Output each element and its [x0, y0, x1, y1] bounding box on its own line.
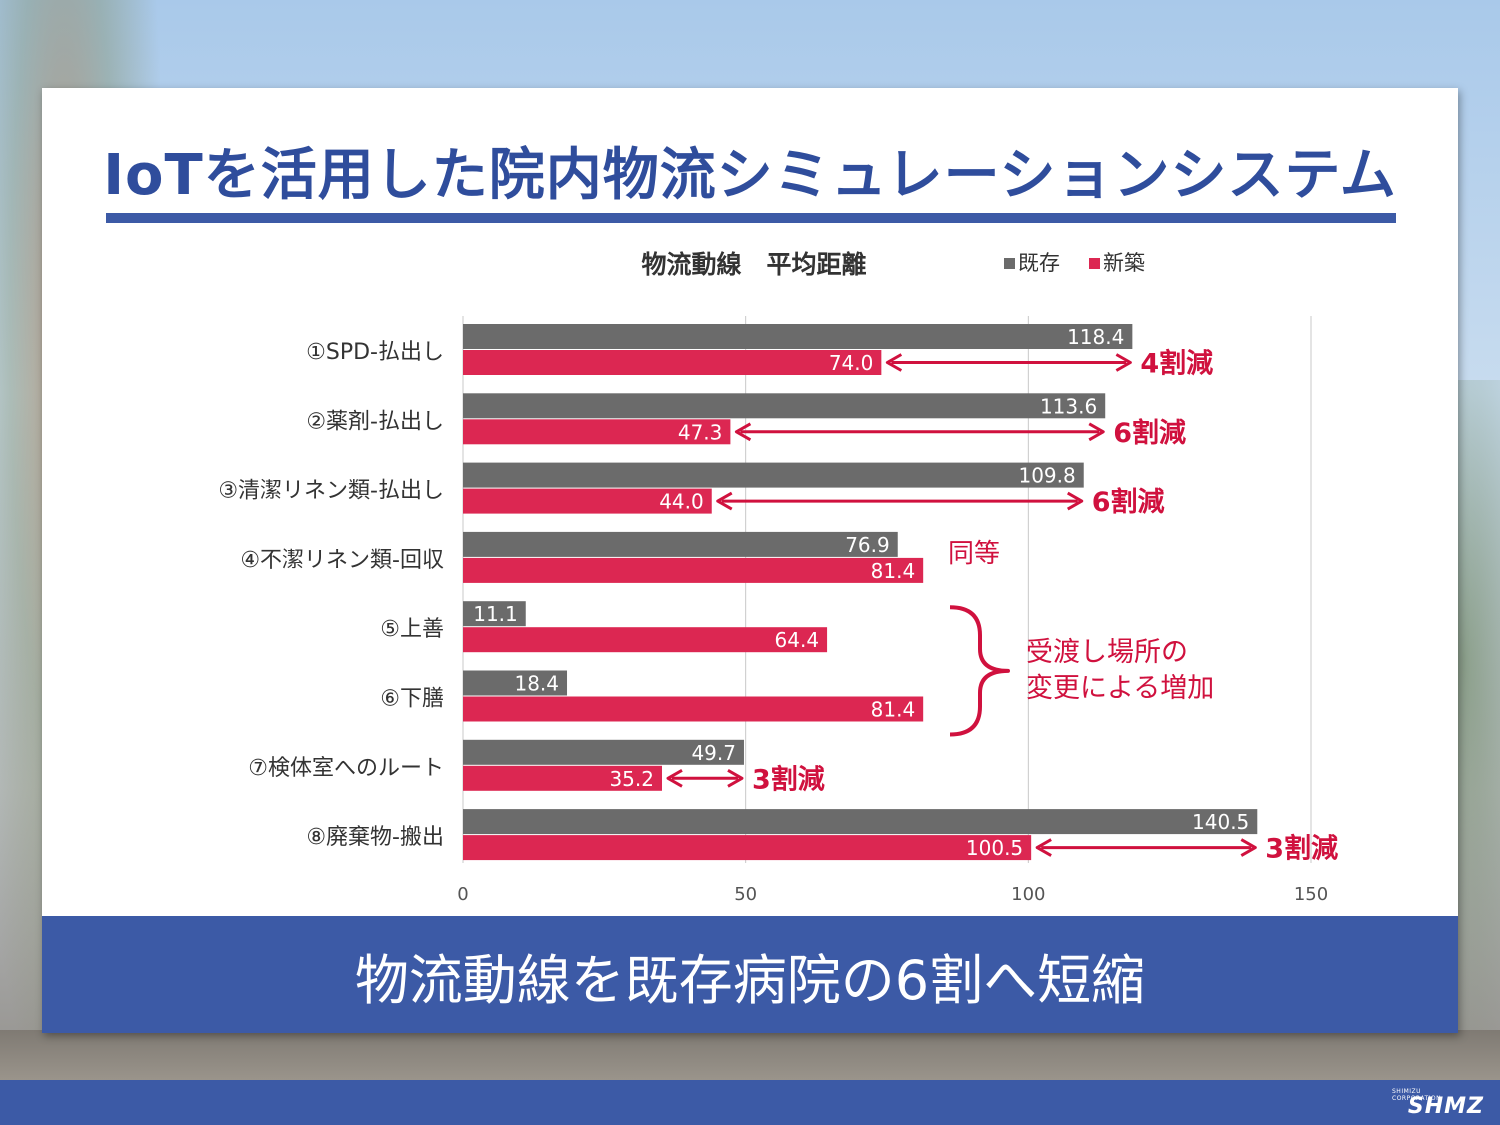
annotation-arrowhead-right-2 [1088, 422, 1105, 442]
annotation-text-4: 同等 [948, 539, 1000, 569]
annotation-arrowhead-left-7 [666, 768, 683, 788]
bar-existing-2 [463, 393, 1106, 419]
data-label-new-1: 74.0 [829, 351, 874, 375]
annotation-arrowhead-left-8 [1035, 838, 1052, 857]
bar-new-1 [463, 350, 882, 375]
bar-existing-8 [463, 809, 1258, 835]
title-underline [106, 213, 1396, 223]
logo-caption: SHIMIZU CORPORATION [1392, 1088, 1442, 1102]
data-label-existing-6: 18.4 [514, 672, 559, 696]
annotation-text-3: 6割減 [1092, 486, 1165, 518]
bar-existing-4 [463, 531, 898, 557]
annotation-arrowhead-right-3 [1066, 491, 1084, 511]
bar-new-3 [463, 488, 712, 514]
category-label-2: ②薬剤-払出し [306, 409, 444, 434]
data-label-existing-5: 11.1 [473, 602, 518, 626]
category-label-8: ⑧廃棄物-搬出 [306, 825, 444, 850]
legend-swatch-existing [1004, 258, 1015, 269]
category-label-7: ⑦検体室へのルート [248, 756, 444, 781]
data-label-new-2: 47.3 [678, 420, 723, 444]
summary-text: 物流動線を既存病院の6割へ短縮 [354, 949, 1146, 1012]
category-label-1: ①SPD-払出し [306, 340, 444, 365]
logo-wordmark: SHMZ [1407, 1094, 1484, 1119]
annotation-arrowhead-left-1 [885, 353, 903, 372]
bar-existing-1 [463, 324, 1133, 349]
slide-panel: IoTを活用した院内物流シミュレーションシステム 物流動線 平均距離 既存 新築 0 5… [42, 88, 1458, 1033]
category-label-3: ③清潔リネン類-払出し [218, 479, 444, 504]
bar-new-8 [463, 835, 1032, 861]
legend-label-new: 新築 [1103, 251, 1145, 275]
x-tick-label-0: 0 [457, 884, 468, 905]
footer-bar [0, 1080, 1500, 1125]
bar-existing-5 [463, 601, 526, 627]
x-tick-label-50: 50 [734, 884, 757, 905]
category-label-4: ④不潔リネン類-回収 [240, 548, 444, 573]
bar-new-7 [463, 765, 662, 791]
bar-new-2 [463, 419, 731, 445]
brace-note-line-1: 受渡し場所の [1026, 637, 1188, 668]
slide-title: IoTを活用した院内物流シミュレーションシステム [103, 143, 1397, 208]
data-label-new-5: 64.4 [775, 628, 820, 652]
data-label-existing-8: 140.5 [1192, 810, 1249, 834]
bar-existing-7 [463, 739, 744, 765]
annotation-arrowhead-right-7 [727, 768, 744, 788]
data-label-existing-2: 113.6 [1040, 394, 1097, 418]
brace-note-line-2: 変更による増加 [1026, 673, 1214, 704]
bar-new-5 [463, 627, 828, 653]
data-label-new-6: 81.4 [871, 698, 916, 722]
distance-bar-chart: 物流動線 平均距離 既存 新築 0 50 100 150 ①SPD-払出し 118.4 74.0 ②… [218, 250, 1338, 905]
annotation-arrowhead-right-1 [1115, 353, 1132, 372]
data-label-existing-4: 76.9 [845, 533, 890, 557]
category-label-5: ⑤上善 [380, 617, 444, 642]
annotation-arrowhead-left-3 [716, 491, 733, 511]
annotation-text-7: 3割減 [752, 763, 825, 795]
annotation-arrowhead-left-2 [734, 422, 752, 442]
bar-new-4 [463, 557, 924, 583]
brace-shape [949, 605, 1010, 737]
data-label-new-4: 81.4 [871, 559, 916, 583]
data-label-existing-1: 118.4 [1067, 325, 1124, 349]
data-label-existing-7: 49.7 [691, 741, 736, 765]
category-label-6: ⑥下膳 [380, 687, 444, 712]
annotation-text-8: 3割減 [1265, 833, 1338, 865]
bar-existing-3 [463, 462, 1084, 488]
annotation-arrowhead-right-8 [1240, 838, 1257, 857]
data-label-new-3: 44.0 [659, 490, 704, 514]
legend-label-existing: 既存 [1018, 251, 1060, 275]
x-tick-label-150: 150 [1294, 884, 1328, 905]
bar-new-6 [463, 696, 924, 722]
x-tick-label-100: 100 [1011, 884, 1045, 905]
data-label-new-8: 100.5 [966, 836, 1023, 860]
bar-existing-6 [463, 670, 568, 696]
legend-swatch-new [1089, 258, 1100, 269]
summary-band: 物流動線を既存病院の6割へ短縮 [42, 916, 1458, 1033]
background-ground [0, 1030, 1500, 1080]
chart-title: 物流動線 平均距離 [641, 250, 866, 279]
annotation-text-2: 6割減 [1113, 417, 1186, 449]
company-logo: SHIMIZU CORPORATION SHMZ [1392, 1088, 1484, 1119]
annotation-text-1: 4割減 [1140, 348, 1213, 380]
data-label-new-7: 35.2 [609, 767, 654, 791]
data-label-existing-3: 109.8 [1018, 464, 1075, 488]
